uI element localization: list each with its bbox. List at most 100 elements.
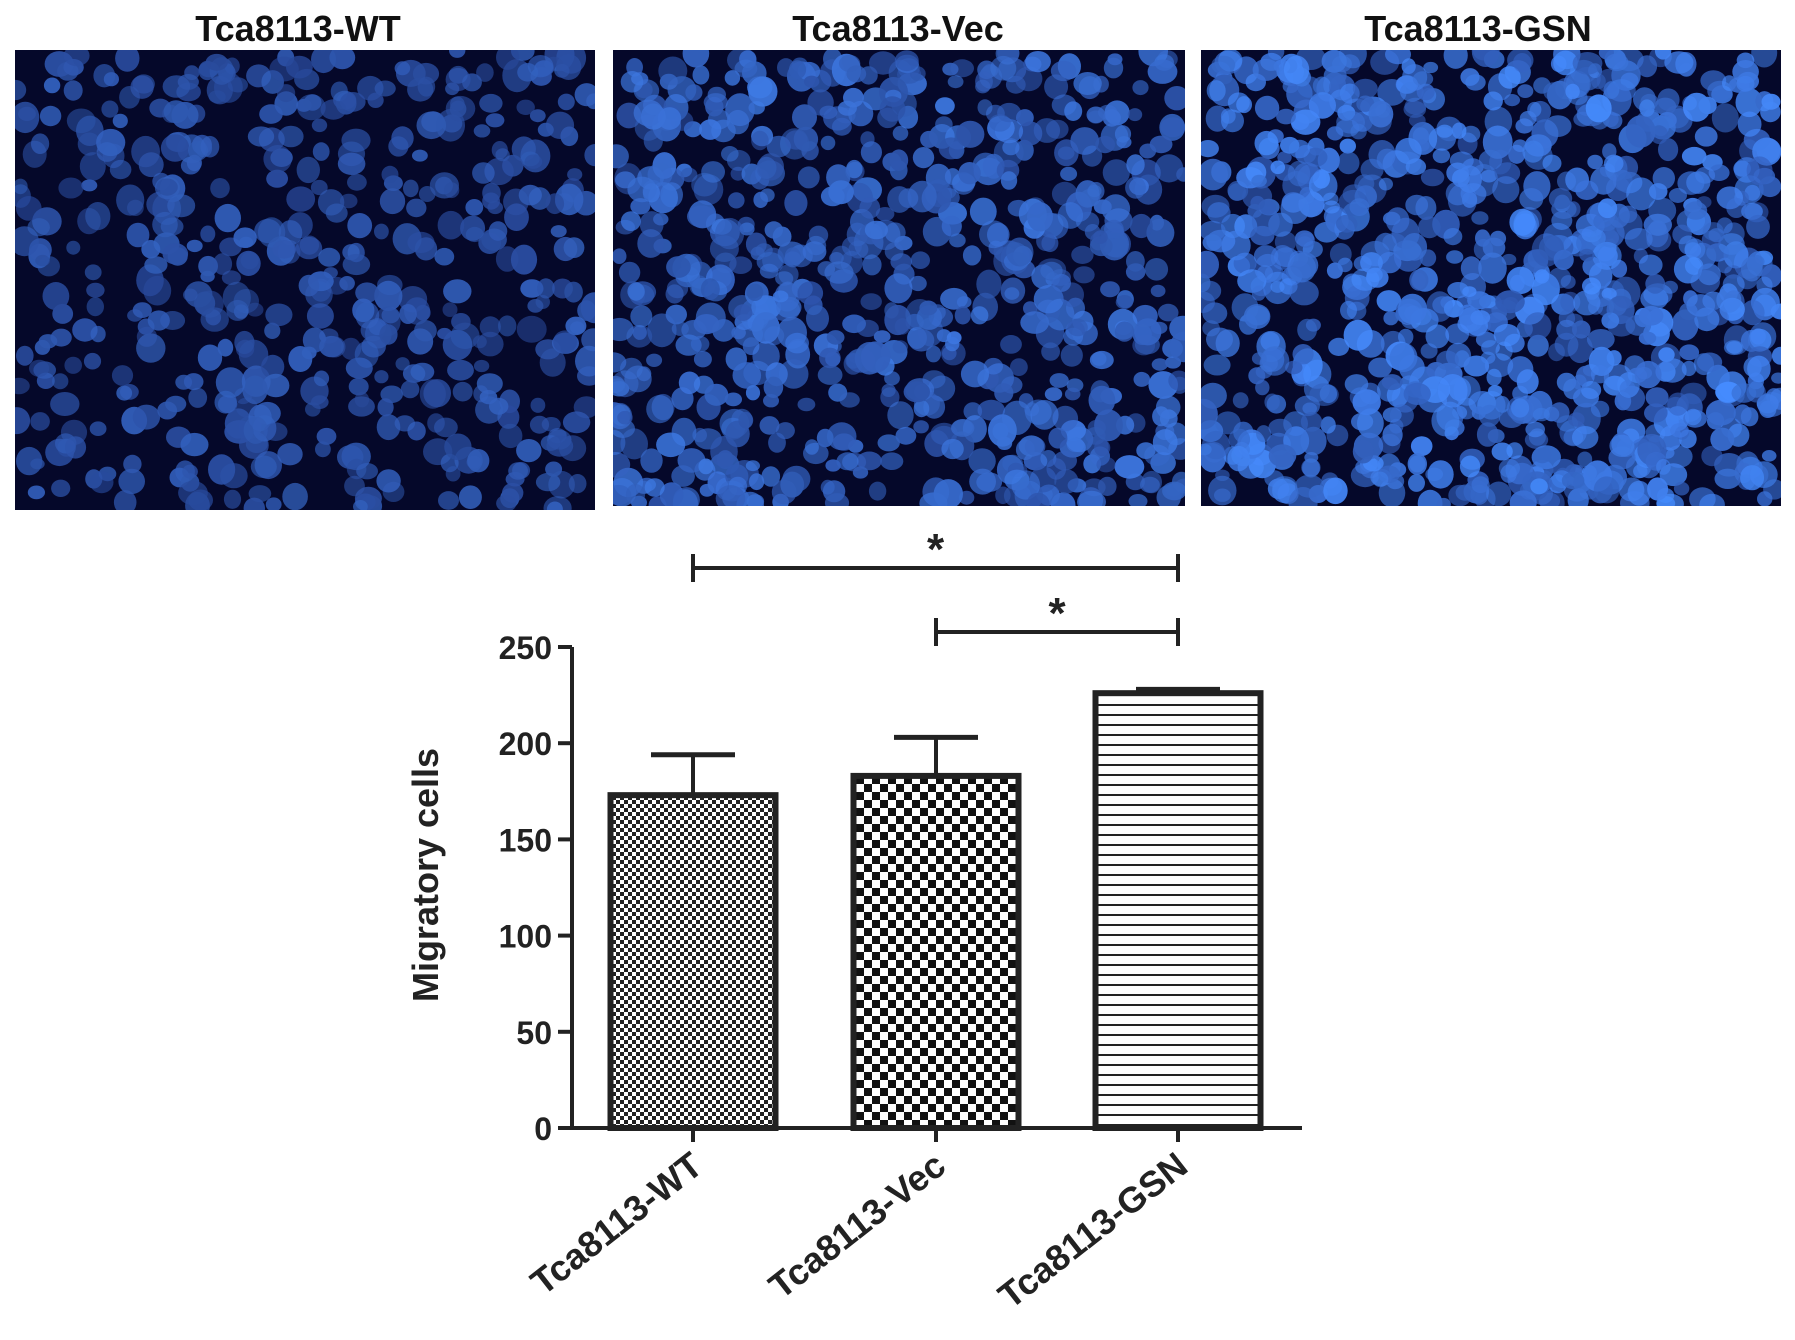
cell-nucleus xyxy=(167,194,196,218)
cell-nucleus xyxy=(1771,372,1781,384)
cell-nucleus xyxy=(242,375,268,405)
cell-nucleus xyxy=(1702,222,1724,241)
cell-nucleus xyxy=(1638,331,1657,345)
cell-nucleus xyxy=(63,80,83,101)
cell-nucleus xyxy=(220,463,248,489)
panel-title-vec: Tca8113-Vec xyxy=(792,8,1004,49)
cell-nucleus xyxy=(1033,118,1061,143)
cell-nucleus xyxy=(1426,291,1453,322)
cell-nucleus xyxy=(907,180,937,213)
cell-nucleus xyxy=(265,303,293,327)
cell-nucleus xyxy=(354,391,370,408)
cell-nucleus xyxy=(1176,167,1185,182)
cell-nucleus xyxy=(1740,465,1765,491)
cell-nucleus xyxy=(1679,344,1700,361)
cell-nucleus xyxy=(417,76,436,97)
microscopy-image-gsn xyxy=(1201,50,1781,506)
cell-nucleus xyxy=(793,126,819,152)
cell-nucleus xyxy=(1601,287,1617,300)
cell-nucleus xyxy=(126,222,150,248)
cell-nucleus xyxy=(763,376,784,398)
cell-nucleus xyxy=(1000,171,1018,190)
cell-nucleus xyxy=(772,226,792,247)
cell-nucleus xyxy=(452,381,473,402)
cell-nucleus xyxy=(1114,321,1135,342)
cell-nucleus xyxy=(1624,228,1653,251)
cell-nucleus xyxy=(488,221,508,241)
cell-nucleus xyxy=(1289,280,1319,306)
cell-nucleus xyxy=(1254,130,1279,156)
cell-nucleus xyxy=(1673,481,1690,496)
cell-nucleus xyxy=(879,96,906,122)
cell-nucleus xyxy=(700,278,720,301)
cell-nucleus xyxy=(860,141,882,164)
cell-nucleus xyxy=(1049,373,1069,388)
cell-nucleus xyxy=(520,279,544,298)
cell-nucleus xyxy=(1627,480,1651,506)
cell-nucleus xyxy=(50,392,80,416)
cell-nucleus xyxy=(942,62,959,76)
cell-nucleus xyxy=(1407,453,1427,475)
cell-nucleus xyxy=(1030,400,1059,430)
panel-title-wt: Tca8113-WT xyxy=(195,8,401,49)
cell-nucleus xyxy=(824,261,854,284)
cell-nucleus xyxy=(1048,427,1068,449)
cell-nucleus xyxy=(423,379,452,408)
cell-nucleus xyxy=(445,466,461,482)
cell-nucleus xyxy=(1344,374,1369,395)
cell-nucleus xyxy=(1215,411,1241,435)
cell-nucleus xyxy=(1126,154,1145,176)
cell-nucleus xyxy=(682,50,710,68)
cell-nucleus xyxy=(1382,423,1403,447)
cell-nucleus xyxy=(1701,445,1723,467)
cell-nucleus xyxy=(884,273,913,304)
cell-nucleus xyxy=(63,50,90,67)
cell-nucleus xyxy=(1151,358,1168,371)
cell-nucleus xyxy=(136,333,166,363)
cell-nucleus xyxy=(130,75,154,99)
cell-nucleus xyxy=(448,65,468,84)
cell-nucleus xyxy=(1201,280,1222,301)
cell-nucleus xyxy=(15,407,31,435)
cell-nucleus xyxy=(1498,66,1521,89)
cell-nucleus xyxy=(1471,406,1486,420)
cell-nucleus xyxy=(613,317,634,342)
cell-nucleus xyxy=(1582,256,1602,276)
cell-nucleus xyxy=(913,400,930,418)
cell-nucleus xyxy=(96,128,126,157)
cell-nucleus xyxy=(618,261,641,284)
cell-nucleus xyxy=(584,144,595,167)
cell-nucleus xyxy=(131,135,160,168)
cell-nucleus xyxy=(825,459,841,472)
cell-nucleus xyxy=(1073,266,1095,284)
cell-nucleus xyxy=(1125,263,1146,281)
cell-nucleus xyxy=(213,253,233,275)
cell-nucleus xyxy=(163,100,189,124)
cell-nucleus xyxy=(637,229,665,258)
cell-nucleus xyxy=(1292,344,1314,365)
cell-nucleus xyxy=(1115,295,1134,310)
cell-nucleus xyxy=(761,466,781,487)
cell-nucleus xyxy=(311,118,328,133)
cell-nucleus xyxy=(1372,471,1389,488)
cell-nucleus xyxy=(1647,477,1669,501)
cell-nucleus xyxy=(1519,110,1537,127)
cell-nucleus xyxy=(1011,470,1041,500)
cell-nucleus xyxy=(317,189,345,216)
cell-nucleus xyxy=(1268,418,1292,437)
cell-nucleus xyxy=(1300,411,1323,432)
cell-nucleus xyxy=(406,198,427,218)
y-axis-label: Migratory cells xyxy=(405,748,446,1002)
cell-nucleus xyxy=(819,347,841,369)
cell-nucleus xyxy=(887,401,914,430)
cell-nucleus xyxy=(1309,383,1339,406)
cell-nucleus xyxy=(1561,471,1585,490)
cell-nucleus xyxy=(524,154,543,169)
cell-nucleus xyxy=(222,281,251,314)
cell-nucleus xyxy=(1211,55,1236,75)
cell-nucleus xyxy=(699,119,722,140)
cell-nucleus xyxy=(949,233,966,248)
cell-nucleus xyxy=(278,125,304,148)
cell-nucleus xyxy=(1206,80,1226,102)
cell-nucleus xyxy=(210,178,230,199)
